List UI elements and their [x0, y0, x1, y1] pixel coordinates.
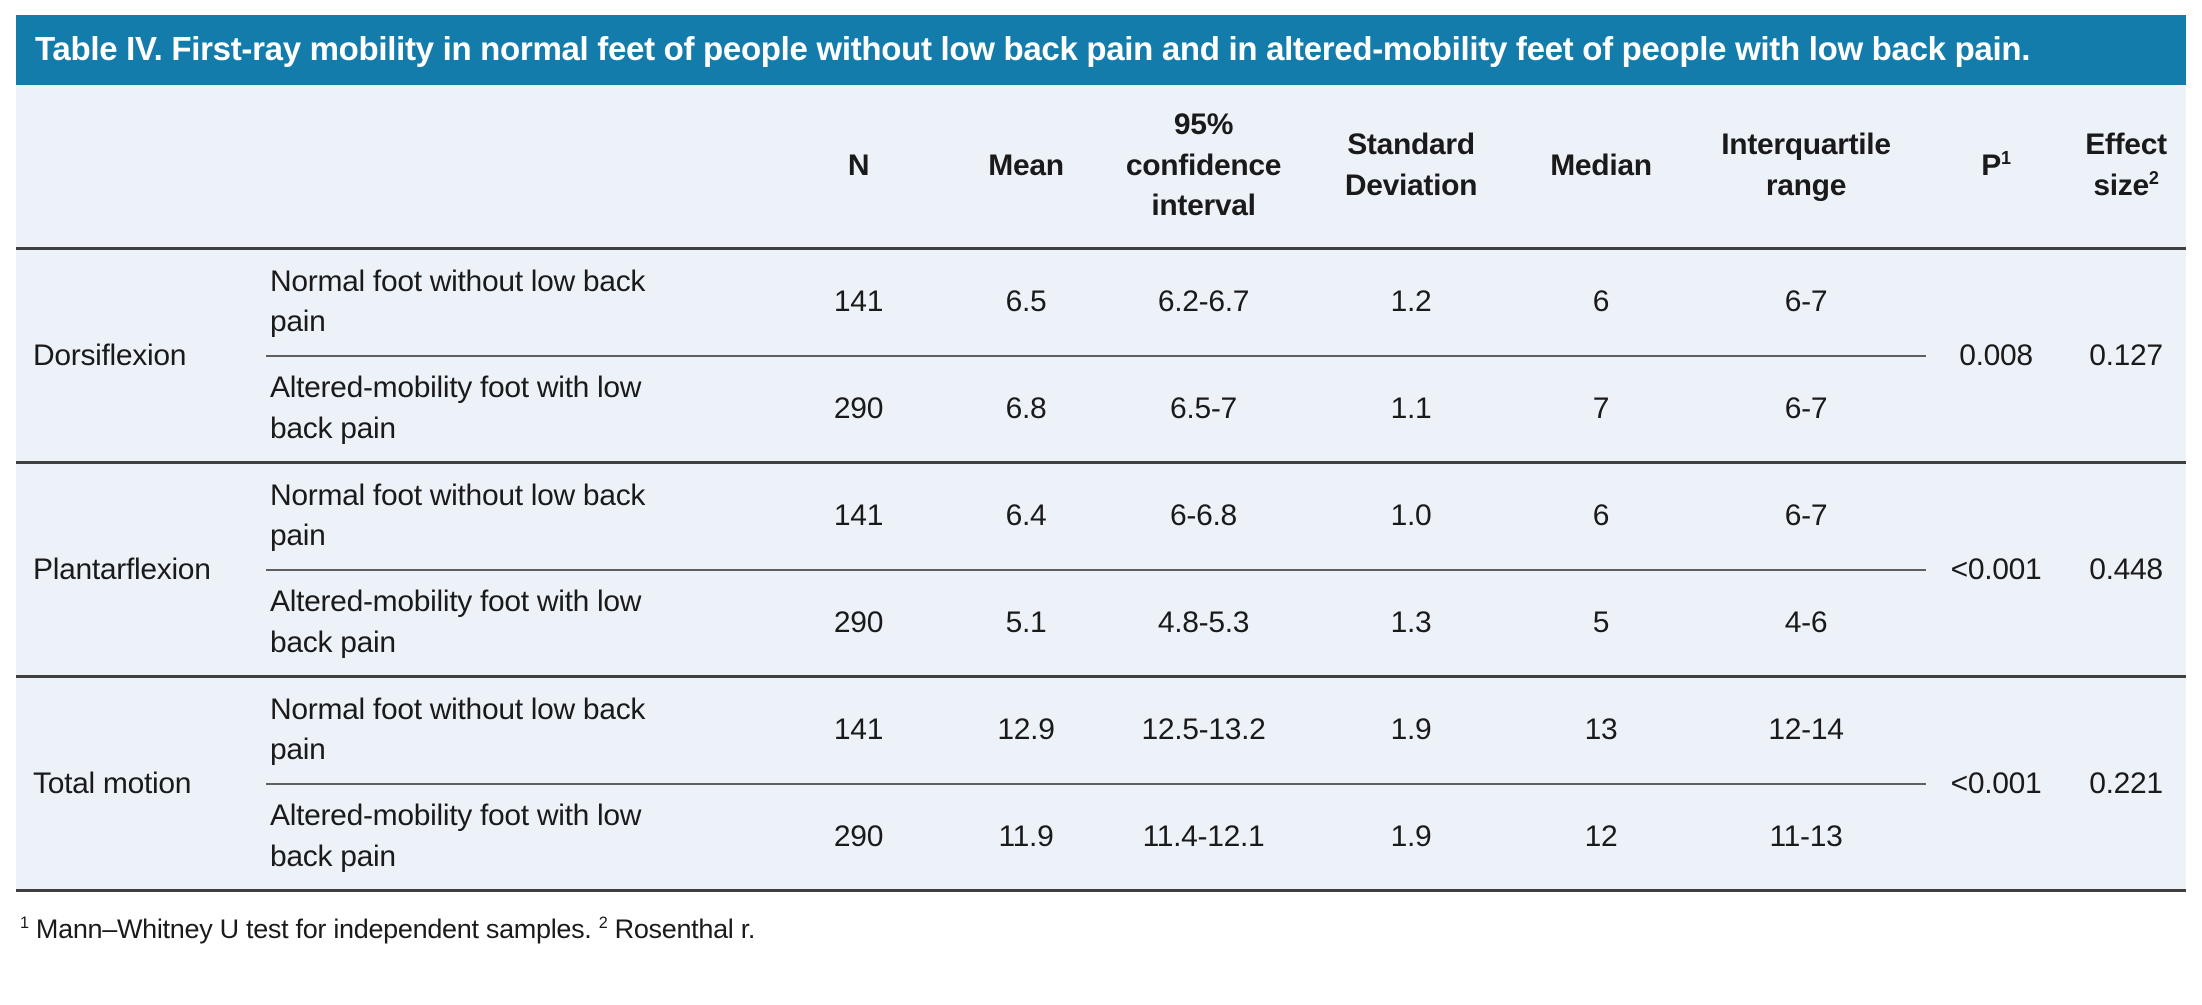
cell-sd: 1.1 [1390, 391, 1432, 425]
cell-mean: 6.8 [1005, 391, 1047, 425]
cell-mean: 6.5 [951, 248, 1101, 357]
cell-iqr: 6-7 [1784, 391, 1828, 425]
cell-sd: 1.9 [1390, 819, 1432, 853]
cell-n: 141 [766, 462, 951, 571]
table-header-row: N Mean 95% confidence interval Standard … [16, 85, 2186, 249]
cell-ci: 6-6.8 [1101, 462, 1306, 571]
cell-sd: 1.3 [1390, 605, 1432, 639]
cell-group: Altered-mobility foot with low back pain [270, 799, 642, 873]
cell-median: 6 [1516, 462, 1686, 571]
cell-p-value: <0.001 [1950, 552, 2042, 586]
header-median: Median [1550, 148, 1652, 182]
cell-median: 5 [1592, 605, 1610, 639]
footnote-marker-2: 2 [598, 914, 608, 933]
cell-median: 12 [1584, 819, 1618, 853]
cell-p-value: 0.008 [1959, 338, 2033, 372]
row-category-label: Total motion [33, 766, 192, 800]
cell-group: Normal foot without low back pain [266, 676, 766, 785]
table-title: Table IV. First-ray mobility in normal f… [35, 30, 2031, 67]
table-row: Altered-mobility foot with low back pain… [16, 356, 2186, 463]
header-interquartile-range: Interquartile range [1721, 128, 1891, 202]
row-category-label: Plantarflexion [33, 552, 211, 586]
section-plantarflexion: Plantarflexion Normal foot without low b… [16, 462, 2186, 677]
header-confidence-interval: 95% confidence interval [1125, 108, 1282, 223]
table-row: Dorsiflexion Normal foot without low bac… [16, 248, 2186, 372]
cell-n: 290 [833, 605, 884, 639]
cell-iqr: 12-14 [1686, 676, 1926, 785]
cell-iqr: 6-7 [1686, 248, 1926, 357]
header-n: N [847, 148, 870, 182]
cell-group: Normal foot without low back pain [266, 248, 766, 357]
footnote-text-2: Rosenthal r. [614, 914, 756, 945]
p-footnote-marker: 1 [2001, 147, 2011, 168]
effect-size-footnote-marker: 2 [2148, 167, 2159, 188]
cell-mean: 12.9 [951, 676, 1101, 785]
cell-sd: 1.9 [1306, 676, 1516, 785]
header-mean: Mean [988, 148, 1064, 182]
header-group [266, 85, 766, 249]
cell-n: 141 [766, 248, 951, 357]
cell-ci: 12.5-13.2 [1101, 676, 1306, 785]
cell-median: 6 [1516, 248, 1686, 357]
cell-group: Normal foot without low back pain [266, 462, 766, 571]
table-footnote: 1 Mann–Whitney U test for independent sa… [20, 914, 2186, 945]
row-category-label: Dorsiflexion [33, 338, 187, 372]
cell-n: 141 [766, 676, 951, 785]
section-total-motion: Total motion Normal foot without low bac… [16, 676, 2186, 891]
cell-effect-size: 0.127 [2089, 338, 2163, 372]
header-category [16, 85, 266, 249]
section-dorsiflexion: Dorsiflexion Normal foot without low bac… [16, 248, 2186, 463]
table-row: Altered-mobility foot with low back pain… [16, 570, 2186, 677]
cell-iqr: 4-6 [1784, 605, 1828, 639]
cell-ci: 11.4-12.1 [1142, 819, 1265, 853]
cell-n: 290 [833, 391, 884, 425]
footnote-marker-1: 1 [20, 914, 29, 933]
cell-group: Altered-mobility foot with low back pain [270, 585, 642, 659]
cell-mean: 6.4 [951, 462, 1101, 571]
cell-ci: 6.5-7 [1170, 391, 1237, 425]
cell-ci: 6.2-6.7 [1101, 248, 1306, 357]
cell-n: 290 [833, 819, 884, 853]
cell-mean: 11.9 [998, 819, 1054, 853]
cell-sd: 1.0 [1306, 462, 1516, 571]
first-ray-mobility-table: N Mean 95% confidence interval Standard … [16, 84, 2186, 893]
cell-sd: 1.2 [1306, 248, 1516, 357]
cell-iqr: 11-13 [1769, 819, 1843, 853]
cell-median: 13 [1516, 676, 1686, 785]
header-p-value: P1 [1981, 147, 2011, 182]
cell-effect-size: 0.221 [2089, 766, 2163, 800]
cell-mean: 5.1 [1005, 605, 1047, 639]
header-standard-deviation: Standard Deviation [1344, 128, 1478, 202]
cell-iqr: 6-7 [1686, 462, 1926, 571]
table-row: Altered-mobility foot with low back pain… [16, 784, 2186, 891]
cell-ci: 4.8-5.3 [1157, 605, 1250, 639]
table-row: Total motion Normal foot without low bac… [16, 676, 2186, 800]
table-title-banner: Table IV. First-ray mobility in normal f… [16, 15, 2186, 85]
cell-effect-size: 0.448 [2089, 552, 2163, 586]
footnote-text-1: Mann–Whitney U test for independent samp… [35, 914, 592, 945]
cell-p-value: <0.001 [1950, 766, 2042, 800]
table-row: Plantarflexion Normal foot without low b… [16, 462, 2186, 586]
header-effect-size: Effect size2 [2085, 128, 2167, 202]
cell-group: Altered-mobility foot with low back pain [270, 371, 642, 445]
cell-median: 7 [1592, 391, 1610, 425]
